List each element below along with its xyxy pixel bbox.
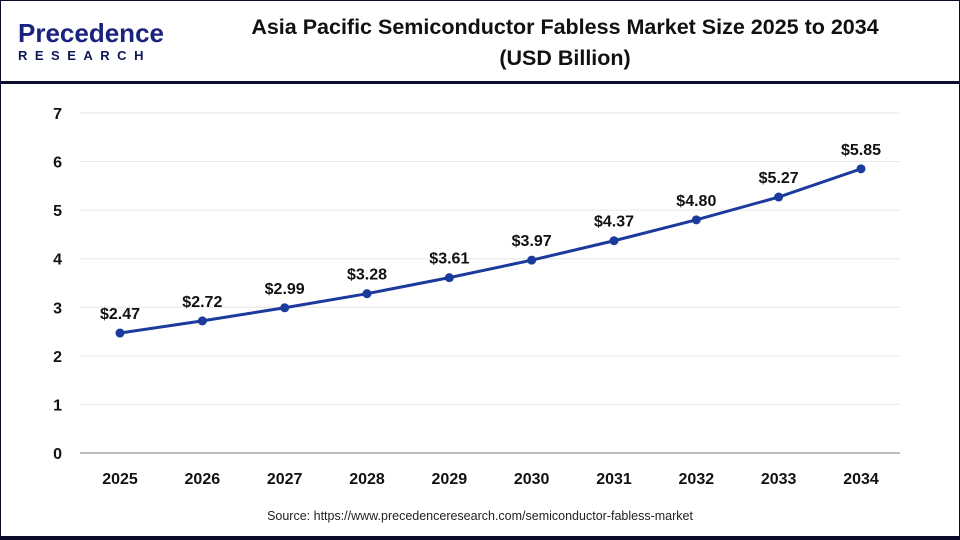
- x-tick-label: 2025: [102, 471, 138, 488]
- y-tick-label: 1: [53, 397, 62, 414]
- data-labels: $2.47 $2.72 $2.99 $3.28 $3.61 $3.97 $4.37 $4.80…: [100, 142, 881, 323]
- data-point: [527, 255, 537, 265]
- x-axis-ticks: 2025 2026 2027 2028 2029 2030 2031 2032 2033 2034: [102, 471, 879, 488]
- data-label: $3.97: [512, 233, 552, 250]
- data-point: [856, 164, 866, 174]
- data-point: [691, 215, 701, 225]
- data-label: $3.61: [429, 251, 469, 268]
- data-point: [197, 316, 207, 326]
- x-tick-label: 2029: [432, 471, 468, 488]
- chart-title-line1: Asia Pacific Semiconductor Fabless Marke…: [251, 15, 879, 39]
- chart-title-line2: (USD Billion): [499, 46, 631, 70]
- data-label: $4.80: [676, 193, 716, 210]
- data-point: [362, 289, 372, 299]
- data-label: $2.99: [265, 281, 305, 298]
- footer-bar: [0, 536, 960, 540]
- data-label: $2.47: [100, 306, 140, 323]
- logo-wordmark: Precedence: [18, 18, 164, 48]
- chart-title: Asia Pacific Semiconductor Fabless Marke…: [180, 12, 950, 74]
- y-tick-label: 3: [53, 300, 62, 317]
- line-chart: 0 1 2 3 4 5 6 7 2025 2026 2027 2028 2029 2030 2031 203…: [53, 106, 900, 488]
- y-tick-label: 5: [53, 203, 62, 220]
- y-tick-label: 6: [53, 155, 62, 172]
- x-tick-label: 2032: [679, 471, 715, 488]
- data-label: $2.72: [182, 294, 222, 311]
- y-tick-label: 7: [53, 106, 62, 123]
- gridlines: [80, 112, 900, 454]
- data-label: $3.28: [347, 267, 387, 284]
- data-point: [774, 192, 784, 202]
- y-tick-label: 2: [53, 349, 62, 366]
- x-tick-label: 2033: [761, 471, 797, 488]
- data-point: [444, 273, 454, 283]
- data-point: [115, 328, 125, 338]
- x-tick-label: 2030: [514, 471, 550, 488]
- data-point: [609, 236, 619, 246]
- x-tick-label: 2034: [843, 471, 879, 488]
- x-tick-label: 2026: [185, 471, 221, 488]
- logo-subtitle: RESEARCH: [18, 48, 151, 63]
- y-axis-ticks: 0 1 2 3 4 5 6 7: [53, 106, 62, 463]
- data-label: $5.85: [841, 142, 881, 159]
- x-tick-label: 2031: [596, 471, 632, 488]
- data-label: $4.37: [594, 214, 634, 231]
- y-tick-label: 0: [53, 446, 62, 463]
- x-tick-label: 2028: [349, 471, 385, 488]
- y-tick-label: 4: [53, 252, 62, 269]
- data-point: [280, 303, 290, 313]
- header: Precedence RESEARCH Asia Pacific Semicon…: [0, 0, 960, 84]
- data-points: [115, 164, 866, 338]
- source-note: Source: https://www.precedenceresearch.c…: [267, 509, 693, 523]
- series-line: [119, 167, 862, 335]
- logo: Precedence RESEARCH: [18, 20, 168, 64]
- data-label: $5.27: [759, 170, 799, 187]
- x-tick-label: 2027: [267, 471, 303, 488]
